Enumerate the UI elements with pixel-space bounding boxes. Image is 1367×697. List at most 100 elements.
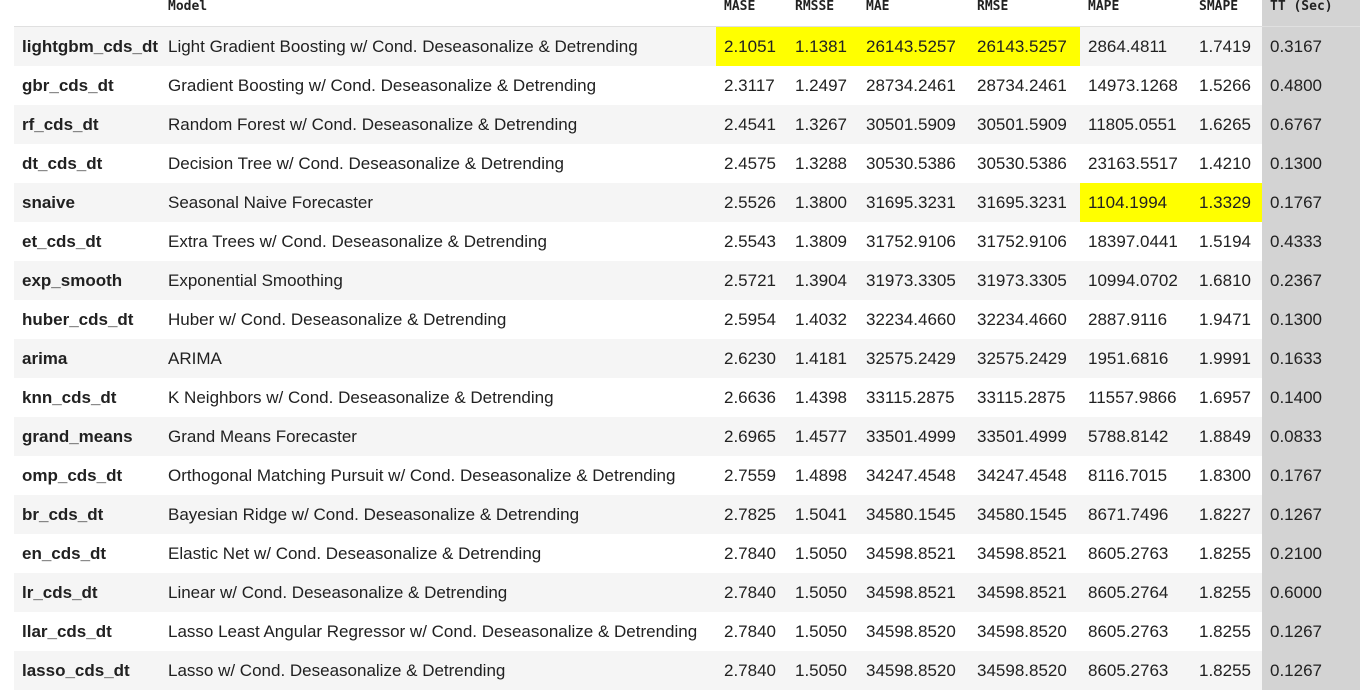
cell-mae: 34598.8520 xyxy=(858,612,969,651)
header-smape: SMAPE xyxy=(1191,0,1262,27)
cell-mase: 2.6965 xyxy=(716,417,787,456)
table-row: dt_cds_dt Decision Tree w/ Cond. Deseason… xyxy=(14,144,1360,183)
cell-mape: 8605.2763 xyxy=(1080,612,1191,651)
cell-mape: 8605.2763 xyxy=(1080,534,1191,573)
cell-smape: 1.5194 xyxy=(1191,222,1262,261)
cell-model-name: K Neighbors w/ Cond. Deseasonalize & Det… xyxy=(160,378,716,417)
table-row: en_cds_dt Elastic Net w/ Cond. Deseasonal… xyxy=(14,534,1360,573)
cell-rmsse: 1.1381 xyxy=(787,26,858,66)
cell-mase: 2.7840 xyxy=(716,573,787,612)
cell-tt-sec: 0.6000 xyxy=(1262,573,1360,612)
cell-mase: 2.5543 xyxy=(716,222,787,261)
cell-rmsse: 1.3800 xyxy=(787,183,858,222)
table-row: lasso_cds_dt Lasso w/ Cond. Deseasonalize… xyxy=(14,651,1360,690)
cell-model-id: lr_cds_dt xyxy=(14,573,160,612)
header-rmse: RMSE xyxy=(969,0,1080,27)
cell-rmse: 31695.3231 xyxy=(969,183,1080,222)
table-row: snaive Seasonal Naive Forecaster 2.5526 1.3… xyxy=(14,183,1360,222)
cell-rmsse: 1.5050 xyxy=(787,534,858,573)
cell-mase: 2.7840 xyxy=(716,651,787,690)
cell-model-id: grand_means xyxy=(14,417,160,456)
cell-rmse: 34598.8521 xyxy=(969,573,1080,612)
cell-mae: 30501.5909 xyxy=(858,105,969,144)
cell-mase: 2.7840 xyxy=(716,612,787,651)
cell-smape: 1.8300 xyxy=(1191,456,1262,495)
cell-rmse: 31973.3305 xyxy=(969,261,1080,300)
cell-tt-sec: 0.1300 xyxy=(1262,300,1360,339)
cell-model-name: Linear w/ Cond. Deseasonalize & Detrendi… xyxy=(160,573,716,612)
cell-tt-sec: 0.1267 xyxy=(1262,495,1360,534)
cell-mae: 30530.5386 xyxy=(858,144,969,183)
cell-model-name: Lasso Least Angular Regressor w/ Cond. D… xyxy=(160,612,716,651)
cell-tt-sec: 0.1767 xyxy=(1262,456,1360,495)
cell-tt-sec: 0.6767 xyxy=(1262,105,1360,144)
table-row: br_cds_dt Bayesian Ridge w/ Cond. Deseaso… xyxy=(14,495,1360,534)
cell-model-name: Gradient Boosting w/ Cond. Deseasonalize… xyxy=(160,66,716,105)
cell-mape: 1104.1994 xyxy=(1080,183,1191,222)
cell-mae: 34598.8520 xyxy=(858,651,969,690)
cell-model-id: arima xyxy=(14,339,160,378)
cell-rmsse: 1.4898 xyxy=(787,456,858,495)
cell-model-id: huber_cds_dt xyxy=(14,300,160,339)
cell-mape: 8116.7015 xyxy=(1080,456,1191,495)
cell-rmse: 34598.8520 xyxy=(969,651,1080,690)
cell-smape: 1.5266 xyxy=(1191,66,1262,105)
cell-rmse: 28734.2461 xyxy=(969,66,1080,105)
cell-rmsse: 1.4032 xyxy=(787,300,858,339)
cell-rmse: 34580.1545 xyxy=(969,495,1080,534)
cell-smape: 1.4210 xyxy=(1191,144,1262,183)
cell-mae: 31695.3231 xyxy=(858,183,969,222)
cell-model-name: Random Forest w/ Cond. Deseasonalize & D… xyxy=(160,105,716,144)
cell-model-name: Lasso w/ Cond. Deseasonalize & Detrendin… xyxy=(160,651,716,690)
cell-mae: 34598.8521 xyxy=(858,534,969,573)
cell-rmsse: 1.5050 xyxy=(787,573,858,612)
cell-mase: 2.4575 xyxy=(716,144,787,183)
cell-tt-sec: 0.1400 xyxy=(1262,378,1360,417)
cell-rmse: 26143.5257 xyxy=(969,26,1080,66)
header-mae: MAE xyxy=(858,0,969,27)
cell-rmse: 34598.8521 xyxy=(969,534,1080,573)
cell-mae: 33501.4999 xyxy=(858,417,969,456)
cell-mape: 11557.9866 xyxy=(1080,378,1191,417)
cell-mape: 8671.7496 xyxy=(1080,495,1191,534)
cell-rmse: 34247.4548 xyxy=(969,456,1080,495)
header-rmsse: RMSSE xyxy=(787,0,858,27)
cell-rmse: 33501.4999 xyxy=(969,417,1080,456)
cell-mape: 8605.2763 xyxy=(1080,651,1191,690)
cell-tt-sec: 0.1267 xyxy=(1262,612,1360,651)
cell-tt-sec: 0.2367 xyxy=(1262,261,1360,300)
cell-mae: 32575.2429 xyxy=(858,339,969,378)
cell-mape: 18397.0441 xyxy=(1080,222,1191,261)
cell-model-name: Orthogonal Matching Pursuit w/ Cond. Des… xyxy=(160,456,716,495)
cell-mae: 34598.8521 xyxy=(858,573,969,612)
cell-rmse: 31752.9106 xyxy=(969,222,1080,261)
cell-smape: 1.6265 xyxy=(1191,105,1262,144)
cell-model-name: Light Gradient Boosting w/ Cond. Deseaso… xyxy=(160,26,716,66)
cell-rmse: 30501.5909 xyxy=(969,105,1080,144)
cell-mase: 2.7559 xyxy=(716,456,787,495)
model-comparison-table-container: Model MASE RMSSE MAE RMSE MAPE SMAPE TT … xyxy=(14,0,1360,690)
cell-mase: 2.7825 xyxy=(716,495,787,534)
table-row: arima ARIMA 2.6230 1.4181 32575.2429 32575.24… xyxy=(14,339,1360,378)
cell-mape: 1951.6816 xyxy=(1080,339,1191,378)
cell-model-id: lightgbm_cds_dt xyxy=(14,26,160,66)
cell-mape: 10994.0702 xyxy=(1080,261,1191,300)
cell-model-id: gbr_cds_dt xyxy=(14,66,160,105)
cell-smape: 1.8255 xyxy=(1191,534,1262,573)
table-row: gbr_cds_dt Gradient Boosting w/ Cond. Des… xyxy=(14,66,1360,105)
cell-rmsse: 1.2497 xyxy=(787,66,858,105)
cell-mape: 14973.1268 xyxy=(1080,66,1191,105)
cell-mase: 2.1051 xyxy=(716,26,787,66)
cell-rmsse: 1.4181 xyxy=(787,339,858,378)
cell-model-id: omp_cds_dt xyxy=(14,456,160,495)
cell-model-name: Decision Tree w/ Cond. Deseasonalize & D… xyxy=(160,144,716,183)
cell-mae: 33115.2875 xyxy=(858,378,969,417)
table-row: llar_cds_dt Lasso Least Angular Regressor… xyxy=(14,612,1360,651)
cell-model-name: Seasonal Naive Forecaster xyxy=(160,183,716,222)
cell-tt-sec: 0.1300 xyxy=(1262,144,1360,183)
cell-model-id: dt_cds_dt xyxy=(14,144,160,183)
cell-mae: 31752.9106 xyxy=(858,222,969,261)
cell-rmsse: 1.3904 xyxy=(787,261,858,300)
cell-rmsse: 1.5050 xyxy=(787,612,858,651)
cell-mase: 2.5721 xyxy=(716,261,787,300)
